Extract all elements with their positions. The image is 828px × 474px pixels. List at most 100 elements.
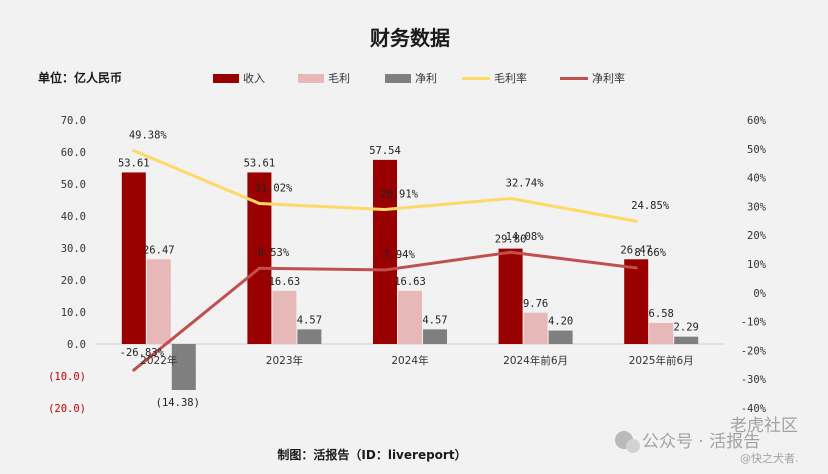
- data-label: 26.47: [620, 244, 652, 256]
- chart-credit: 制图：活报告（ID：livereport）: [277, 447, 466, 462]
- right-tick-label: -10%: [741, 317, 767, 329]
- watermark-stamp: 老虎社区: [730, 416, 798, 436]
- data-label: 8.66%: [634, 247, 666, 259]
- bar-3-4: [548, 330, 573, 344]
- data-label: 6.58: [649, 308, 674, 320]
- chart-title: 财务数据: [370, 26, 450, 50]
- data-label: 26.47: [143, 244, 175, 256]
- right-tick-label: -20%: [741, 345, 767, 357]
- bars: [121, 159, 699, 391]
- data-label: 16.63: [394, 276, 426, 288]
- unit-label: 单位：亿人民币: [38, 70, 122, 85]
- legend-swatch-3: [385, 74, 411, 83]
- watermark-account: 公众号 · 活报告: [642, 432, 760, 452]
- data-label: 31.02%: [254, 182, 293, 194]
- data-label: 24.85%: [631, 200, 670, 212]
- right-axis: 60% 50% 40% 30% 20% 10% 0% -10% -20% -30% -40%: [741, 115, 767, 415]
- left-tick-label: 20.0: [61, 275, 86, 287]
- bar-3-2: [297, 329, 322, 344]
- lines: [132, 149, 638, 372]
- bar-3-5: [674, 336, 699, 344]
- data-label: 53.61: [244, 157, 276, 169]
- left-tick-label: 70.0: [61, 115, 86, 127]
- line-point-2-3: [383, 268, 387, 272]
- data-label: 32.74%: [506, 178, 545, 190]
- data-label: 53.61: [118, 157, 150, 169]
- data-label: 28.91%: [380, 189, 419, 201]
- data-label: -26.83%: [120, 347, 165, 359]
- data-label: 4.57: [297, 314, 322, 326]
- right-tick-label: 10%: [747, 259, 767, 271]
- left-axis: 70.0 60.0 50.0 40.0 30.0 20.0 10.0 0.0 (10.0) (20…: [48, 115, 86, 415]
- data-label: (14.38): [156, 397, 200, 409]
- right-tick-label: 50%: [747, 144, 767, 156]
- data-label: 9.76: [523, 298, 548, 310]
- legend-label-3: 净利: [415, 71, 437, 85]
- legend-label-4: 毛利率: [494, 71, 527, 85]
- left-tick-label: (10.0): [48, 371, 86, 383]
- left-tick-label: 30.0: [61, 243, 86, 255]
- legend-swatch-1: [213, 74, 239, 83]
- bar-2-2: [272, 290, 297, 344]
- watermark: 公众号 · 活报告 老虎社区 @快之犬者.: [615, 416, 799, 465]
- legend-label-5: 净利率: [592, 71, 625, 85]
- category-label: 2022年: [140, 354, 177, 367]
- data-label: 57.54: [369, 145, 401, 157]
- line-point-2-2: [257, 266, 261, 270]
- category-label: 2024年: [391, 354, 428, 367]
- left-tick-label: 40.0: [61, 211, 86, 223]
- data-label: 14.08%: [506, 231, 545, 243]
- legend-swatch-2: [298, 74, 324, 83]
- data-label: 4.57: [422, 314, 447, 326]
- bar-2-5: [649, 322, 674, 344]
- watermark-handle: @快之犬者.: [740, 451, 799, 465]
- legend-label-1: 收入: [243, 71, 265, 85]
- line-point-1-5: [634, 219, 638, 223]
- data-label: 49.38%: [129, 130, 168, 142]
- left-tick-label: 10.0: [61, 307, 86, 319]
- bar-2-4: [523, 312, 548, 344]
- bar-2-1: [146, 259, 171, 344]
- bar-1-5: [624, 259, 649, 344]
- bar-1-4: [498, 248, 523, 344]
- data-labels: 53.61 53.61 57.54 29.80 26.47 26.47 16.63 16.63…: [118, 130, 699, 409]
- left-tick-label: 60.0: [61, 147, 86, 159]
- left-tick-label: (20.0): [48, 403, 86, 415]
- line-point-2-5: [634, 266, 638, 270]
- legend: 收入 毛利 净利 毛利率 净利率: [213, 71, 625, 85]
- data-label: 4.20: [548, 316, 573, 328]
- line-point-2-1: [132, 368, 136, 372]
- left-tick-label: 50.0: [61, 179, 86, 191]
- bar-1-3: [373, 159, 397, 344]
- bar-2-3: [398, 290, 422, 344]
- left-tick-label: 0.0: [67, 339, 86, 351]
- legend-label-2: 毛利: [328, 72, 350, 85]
- right-tick-label: -30%: [741, 374, 767, 386]
- category-label: 2025年前6月: [629, 354, 694, 367]
- line-point-2-4: [509, 250, 513, 254]
- data-label: 29.80: [495, 234, 527, 246]
- right-tick-label: 60%: [747, 115, 767, 127]
- line-point-1-2: [257, 201, 261, 205]
- line-point-1-1: [132, 149, 136, 153]
- category-axis: 2022年 2023年 2024年 2024年前6月 2025年前6月: [140, 354, 693, 367]
- line-point-1-4: [509, 197, 513, 201]
- data-label: 16.63: [269, 276, 301, 288]
- data-label: 2.29: [674, 322, 699, 334]
- line-point-1-3: [383, 208, 387, 212]
- category-label: 2024年前6月: [503, 354, 568, 367]
- data-label: 8.53%: [258, 247, 290, 259]
- right-tick-label: 0%: [753, 288, 766, 300]
- bar-3-1: [171, 344, 196, 391]
- bar-3-3: [423, 329, 447, 344]
- category-label: 2023年: [266, 354, 303, 367]
- right-tick-label: 30%: [747, 201, 767, 213]
- right-tick-label: 40%: [747, 173, 767, 185]
- wechat-icon-secondary: [626, 439, 640, 453]
- data-label: 7.94%: [383, 249, 415, 261]
- right-tick-label: 20%: [747, 230, 767, 242]
- right-tick-label: -40%: [741, 403, 767, 415]
- grid: [96, 119, 724, 409]
- bar-1-1: [121, 172, 146, 344]
